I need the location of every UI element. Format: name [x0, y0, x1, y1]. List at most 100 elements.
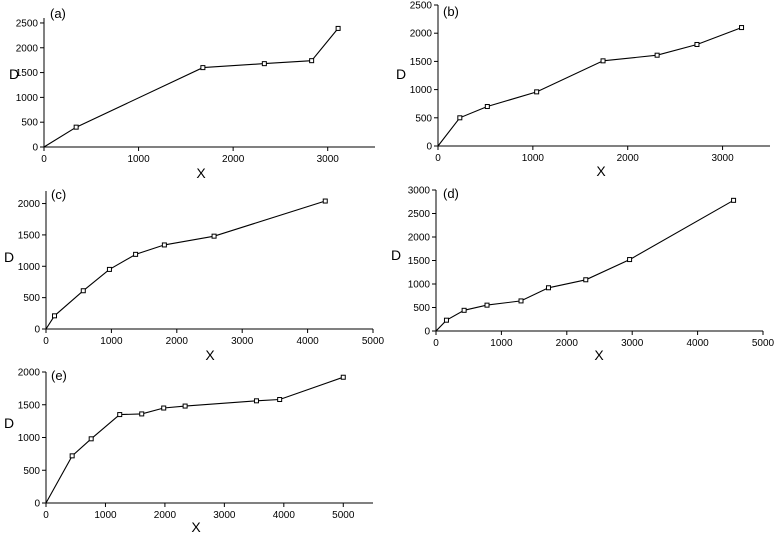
panel-b-y-tick-label: 1000 [410, 85, 433, 96]
panel-d-y-tick-label: 1000 [408, 280, 431, 291]
panel-c-data-point [52, 313, 58, 319]
panel-c-x-tick-label: 4000 [296, 336, 319, 347]
panel-a-data-point [309, 58, 315, 64]
panel-c-data-point [106, 266, 112, 272]
panel-a-data-point [73, 124, 79, 130]
panel-a-label: (a) [50, 6, 66, 21]
panel-e-data-point [69, 453, 75, 459]
panel-e-x-tick-label: 0 [43, 510, 49, 521]
panel-b-data-point [534, 89, 540, 95]
panel-e-data-point [139, 411, 145, 417]
panel-b-data-point [457, 115, 463, 121]
panel-d-x-tick-label: 5000 [752, 338, 775, 349]
panel-d-data-point [484, 302, 490, 308]
panel-d-data-point [545, 285, 551, 291]
panel-a-data-point [200, 65, 206, 71]
panel-a-y-tick-label: 0 [32, 143, 38, 154]
panel-b-y-tick-label: 2500 [410, 1, 433, 12]
panel-d-y-axis-title: D [391, 247, 401, 263]
panel-d-x-tick-label: 0 [433, 338, 439, 349]
panel-e-data-point [277, 397, 283, 403]
panel-c-series-line [45, 200, 326, 330]
panel-a-x-tick-label: 3000 [317, 154, 340, 165]
panel-d-y-tick-label: 500 [413, 303, 430, 314]
panel-d-x-axis-title: X [594, 347, 604, 363]
panel-e-y-tick-label: 0 [34, 499, 40, 510]
panel-e-data-point [340, 374, 346, 380]
panel-b: (b) X D 0 1000 2000 3000 0 500 1000 1500 2000 250… [396, 1, 770, 179]
panel-a: (a) X D 0 1000 2000 3000 0 500 1000 1500 2000 250… [9, 6, 375, 181]
panel-e-y-tick-label: 2000 [18, 368, 41, 379]
panel-d-y-tick-label: 1500 [408, 256, 431, 267]
panel-c-y-tick-label: 1000 [18, 262, 41, 273]
panel-e-y-tick-label: 1500 [18, 400, 41, 411]
panel-d-x-tick-label: 4000 [686, 338, 709, 349]
panel-b-x-tick-label: 3000 [711, 153, 734, 164]
panel-d-x-tick-label: 2000 [556, 338, 579, 349]
panel-d-data-point [583, 277, 589, 283]
panel-b-y-tick-label: 1500 [410, 57, 433, 68]
panel-e-y-axis-title: D [4, 415, 14, 431]
panel-a-x-tick-label: 1000 [127, 154, 150, 165]
panel-e-x-tick-label: 1000 [94, 510, 117, 521]
panel-e-x-axis-title: X [191, 519, 201, 534]
panel-a-x-tick-label: 0 [41, 154, 47, 165]
panel-d-label: (d) [443, 186, 459, 201]
panel-c-x-axis-title: X [205, 347, 215, 363]
panel-d-y-tick-label: 0 [424, 327, 430, 338]
panel-e-x-tick-label: 2000 [154, 510, 177, 521]
panel-e-data-point [182, 403, 188, 409]
panel-b-series-line [437, 27, 742, 147]
panel-d-x-tick-label: 1000 [490, 338, 513, 349]
panel-b-data-point [484, 104, 490, 110]
panel-a-y-tick-label: 2500 [16, 18, 39, 29]
panel-c-data-point [211, 233, 217, 239]
panel-b-label: (b) [443, 4, 459, 19]
panel-b-x-axis-title: X [596, 163, 606, 179]
panel-c-x-tick-label: 3000 [231, 336, 254, 347]
panel-c-y-tick-label: 2000 [18, 199, 41, 210]
panel-b-x-tick-label: 0 [435, 153, 441, 164]
panel-c-x-tick-label: 0 [43, 336, 49, 347]
panel-b-y-axis-title: D [396, 66, 406, 82]
panel-d: (d) X D 0 1000 2000 3000 4000 5000 0 500 1000 150… [391, 186, 775, 364]
panel-b-x-tick-label: 2000 [617, 153, 640, 164]
panel-c-data-point [80, 288, 86, 294]
panel-d-data-point [461, 307, 467, 313]
panel-a-x-axis-title: X [196, 165, 206, 181]
panel-c-y-tick-label: 0 [34, 325, 40, 336]
panel-c-y-tick-label: 500 [23, 293, 40, 304]
panel-a-x-tick-label: 2000 [222, 154, 245, 165]
panel-b-y-tick-label: 0 [426, 142, 432, 153]
panel-b-y-tick-label: 2000 [410, 29, 433, 40]
panel-e-x-tick-label: 3000 [213, 510, 236, 521]
panel-e-data-point [117, 412, 123, 418]
panel-a-data-point [335, 25, 341, 31]
panel-c-y-axis-title: D [4, 249, 14, 265]
panel-c-x-tick-label: 5000 [362, 336, 385, 347]
panel-d-y-tick-label: 2000 [408, 233, 431, 244]
panel-e-data-point [253, 398, 259, 404]
panel-d-x-tick-label: 3000 [621, 338, 644, 349]
panel-e-data-point [161, 405, 167, 411]
panel-a-y-tick-label: 2000 [16, 43, 39, 54]
panel-d-data-point [518, 298, 524, 304]
panel-a-y-tick-label: 1000 [16, 93, 39, 104]
panel-c-label: (c) [51, 187, 66, 202]
panel-a-y-axis-title: D [9, 66, 19, 82]
panel-d-y-tick-label: 2500 [408, 209, 431, 220]
panel-b-data-point [600, 58, 606, 64]
panel-e-x-tick-label: 4000 [273, 510, 296, 521]
panel-a-y-tick-label: 500 [21, 118, 38, 129]
panel-c-data-point [133, 251, 139, 257]
panel-b-y-tick-label: 500 [415, 113, 432, 124]
panel-c: (c) X D 0 1000 2000 3000 4000 5000 0 500 1000 150… [4, 187, 385, 363]
panel-e-series-line [45, 376, 344, 504]
panel-e-y-tick-label: 500 [23, 466, 40, 477]
panel-c-data-point [161, 242, 167, 248]
panel-e-data-point [88, 436, 94, 442]
panel-e-y-tick-label: 1000 [18, 433, 41, 444]
panel-b-x-tick-label: 1000 [522, 153, 545, 164]
panel-e-x-tick-label: 5000 [332, 510, 355, 521]
